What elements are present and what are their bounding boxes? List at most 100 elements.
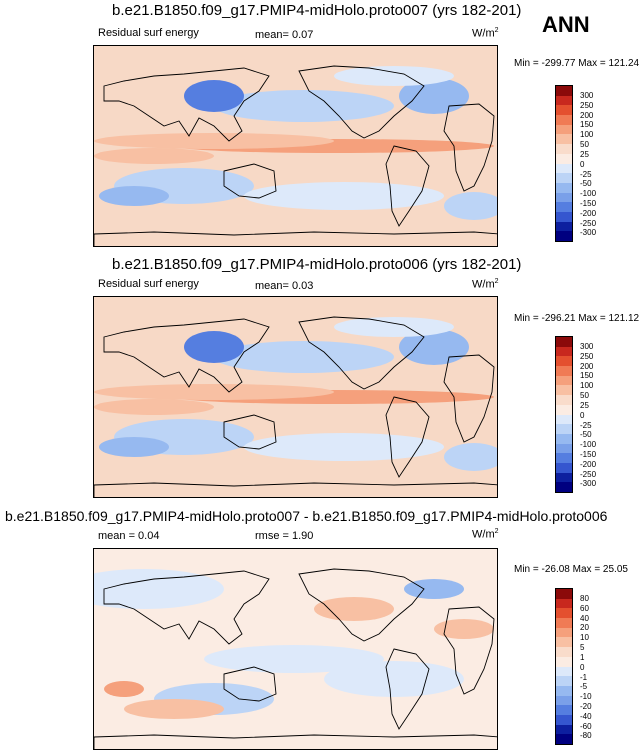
panel1-mean: mean= 0.07 xyxy=(255,29,314,41)
panel3-mean: mean = 0.04 xyxy=(98,530,160,542)
colorbar-tick-label: -100 xyxy=(580,189,597,199)
panel3-units: W/m2 xyxy=(472,528,499,541)
panel1-variable: Residual surf energy xyxy=(98,27,199,39)
field-region xyxy=(334,317,454,337)
coastline xyxy=(298,316,425,390)
coastline xyxy=(223,163,277,199)
colorbar-tick-label: 10 xyxy=(580,633,589,643)
coastline xyxy=(443,103,495,192)
colorbar-tick-label: 50 xyxy=(580,391,589,401)
colorbar-tick-label: 200 xyxy=(580,110,594,120)
colorbar-tick-label: -200 xyxy=(580,208,597,218)
field-region xyxy=(124,699,224,719)
field-region xyxy=(399,78,469,114)
colorbar-tick-label: -150 xyxy=(580,449,597,459)
colorbar-tick-label: -50 xyxy=(580,179,592,189)
coastline xyxy=(94,231,497,246)
colorbar-tick-label: 0 xyxy=(580,662,585,672)
colorbar-tick-label: -25 xyxy=(580,420,592,430)
colorbar-tick-label: -40 xyxy=(580,711,592,721)
colorbar-tick-label: 0 xyxy=(580,410,585,420)
coastline xyxy=(298,568,425,642)
coastline xyxy=(385,145,430,227)
colorbar-swatch xyxy=(556,221,572,232)
panel2-minmax: Min = -296.21 Max = 121.12 xyxy=(514,313,640,324)
panel2-map xyxy=(93,296,498,498)
panel1-minmax: Min = -299.77 Max = 121.24 xyxy=(514,58,640,69)
colorbar-swatch xyxy=(556,366,572,376)
colorbar-tick-label: 250 xyxy=(580,100,594,110)
colorbar-swatch xyxy=(556,182,572,193)
colorbar-tick-label: -10 xyxy=(580,692,592,702)
colorbar-swatch xyxy=(556,211,572,222)
colorbar-swatch xyxy=(556,453,572,463)
field-region xyxy=(94,569,224,609)
colorbar-tick-label: 25 xyxy=(580,400,589,410)
colorbar-swatch xyxy=(556,656,572,667)
coastline xyxy=(103,570,270,645)
colorbar-swatch xyxy=(556,202,572,212)
colorbar-swatch xyxy=(556,724,572,735)
panel3-title: b.e21.B1850.f09_g17.PMIP4-midHolo.proto0… xyxy=(5,508,608,524)
coastline xyxy=(443,354,495,443)
field-region xyxy=(184,80,244,112)
colorbar-swatch xyxy=(556,598,572,609)
colorbar-tick-label: 200 xyxy=(580,361,594,371)
colorbar-swatch xyxy=(556,637,572,648)
field-region xyxy=(94,148,214,164)
field-region xyxy=(214,341,394,373)
colorbar-swatch xyxy=(556,424,572,434)
field-region xyxy=(94,133,334,149)
colorbar-swatch xyxy=(556,95,572,106)
colorbar-swatch xyxy=(556,666,572,677)
colorbar-swatch xyxy=(556,163,572,174)
colorbar-swatch xyxy=(556,124,572,135)
panel1-colorbar xyxy=(555,85,573,242)
colorbar-tick-label: 5 xyxy=(580,643,585,653)
colorbar-swatch xyxy=(556,105,572,116)
colorbar-tick-label: 40 xyxy=(580,613,589,623)
colorbar-tick-label: 300 xyxy=(580,342,594,351)
colorbar-tick-label: 150 xyxy=(580,371,594,381)
colorbar-swatch xyxy=(556,414,572,425)
panel2-title: b.e21.B1850.f09_g17.PMIP4-midHolo.proto0… xyxy=(112,256,522,273)
colorbar-swatch xyxy=(556,356,572,367)
colorbar-tick-label: -60 xyxy=(580,721,592,731)
colorbar-swatch xyxy=(556,443,572,454)
colorbar-swatch xyxy=(556,462,572,473)
panel1-map xyxy=(93,45,498,247)
panel3-map xyxy=(93,548,498,750)
panel3-minmax: Min = -26.08 Max = 25.05 xyxy=(514,564,628,575)
field-region xyxy=(99,437,169,457)
colorbar-swatch xyxy=(556,385,572,396)
panel3-rmse: rmse = 1.90 xyxy=(255,530,314,542)
colorbar-swatch xyxy=(556,472,572,483)
colorbar-tick-label: 250 xyxy=(580,351,594,361)
colorbar-swatch xyxy=(556,134,572,145)
field-region xyxy=(94,384,334,400)
colorbar-tick-label: -300 xyxy=(580,479,597,489)
coastline xyxy=(298,65,425,139)
colorbar-tick-label: 80 xyxy=(580,594,589,603)
colorbar-swatch xyxy=(556,395,572,405)
coastline xyxy=(385,396,430,478)
field-region xyxy=(244,182,444,210)
colorbar-tick-label: -25 xyxy=(580,169,592,179)
panel1-title: b.e21.B1850.f09_g17.PMIP4-midHolo.proto0… xyxy=(112,2,522,19)
field-region xyxy=(214,90,394,122)
field-region xyxy=(434,619,494,639)
colorbar-tick-label: 25 xyxy=(580,149,589,159)
panel2-colorbar xyxy=(555,336,573,493)
colorbar-tick-label: -250 xyxy=(580,218,597,228)
field-region xyxy=(184,331,244,363)
coastline xyxy=(223,666,277,702)
panel2-mean: mean= 0.03 xyxy=(255,280,314,292)
colorbar-swatch xyxy=(556,192,572,203)
colorbar-swatch xyxy=(556,627,572,638)
colorbar-swatch xyxy=(556,695,572,706)
coastline xyxy=(385,648,430,730)
colorbar-tick-label: -5 xyxy=(580,682,588,692)
coastline xyxy=(223,414,277,450)
colorbar-swatch xyxy=(556,705,572,715)
panel2-variable: Residual surf energy xyxy=(98,278,199,290)
